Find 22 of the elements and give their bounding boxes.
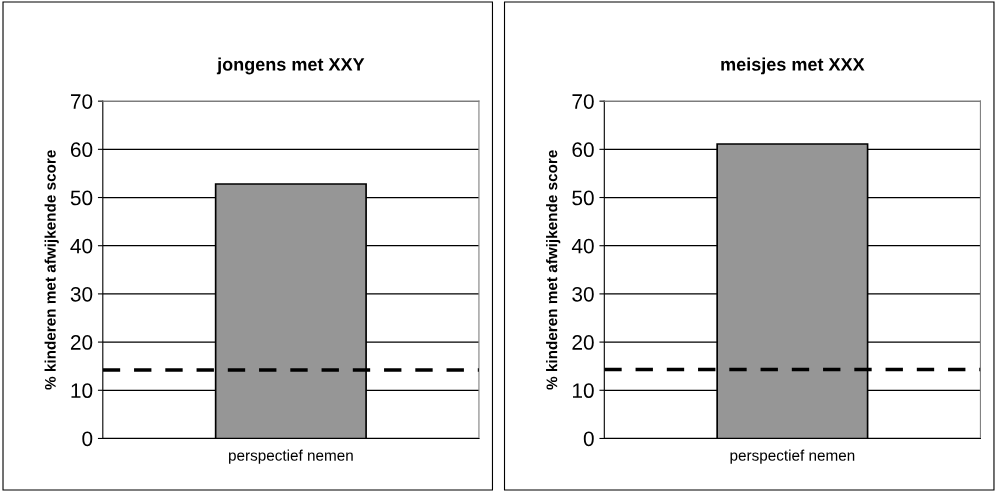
y-tick-label: 0 <box>583 431 594 447</box>
y-tick-label: 10 <box>71 383 93 399</box>
y-tick-label: 30 <box>70 286 93 302</box>
chart-title: meisjes met XXX <box>721 57 865 75</box>
y-tick-label: 60 <box>572 142 594 158</box>
y-tick-label: 10 <box>573 383 594 399</box>
y-tick-label: 20 <box>572 335 594 350</box>
y-tick-label: 40 <box>571 238 594 254</box>
y-axis-title: % kinderen met afwijkende score <box>546 150 561 390</box>
y-tick-label: 30 <box>572 286 594 302</box>
y-tick-label: 70 <box>70 94 93 109</box>
y-tick-label: 70 <box>572 94 594 109</box>
y-tick-label: 20 <box>70 335 93 350</box>
y-tick-label: 0 <box>82 431 93 447</box>
x-tick-label: perspectief nemen <box>730 449 855 464</box>
x-tick-label: perspectief nemen <box>229 449 353 464</box>
y-tick-label: 50 <box>70 190 93 206</box>
y-tick-label: 50 <box>572 190 594 206</box>
y-tick-label: 40 <box>70 238 93 254</box>
chart-title: jongens met XXY <box>216 57 365 75</box>
y-tick-label: 60 <box>70 142 93 158</box>
y-axis-title: % kinderen met afwijkende score <box>44 150 59 390</box>
